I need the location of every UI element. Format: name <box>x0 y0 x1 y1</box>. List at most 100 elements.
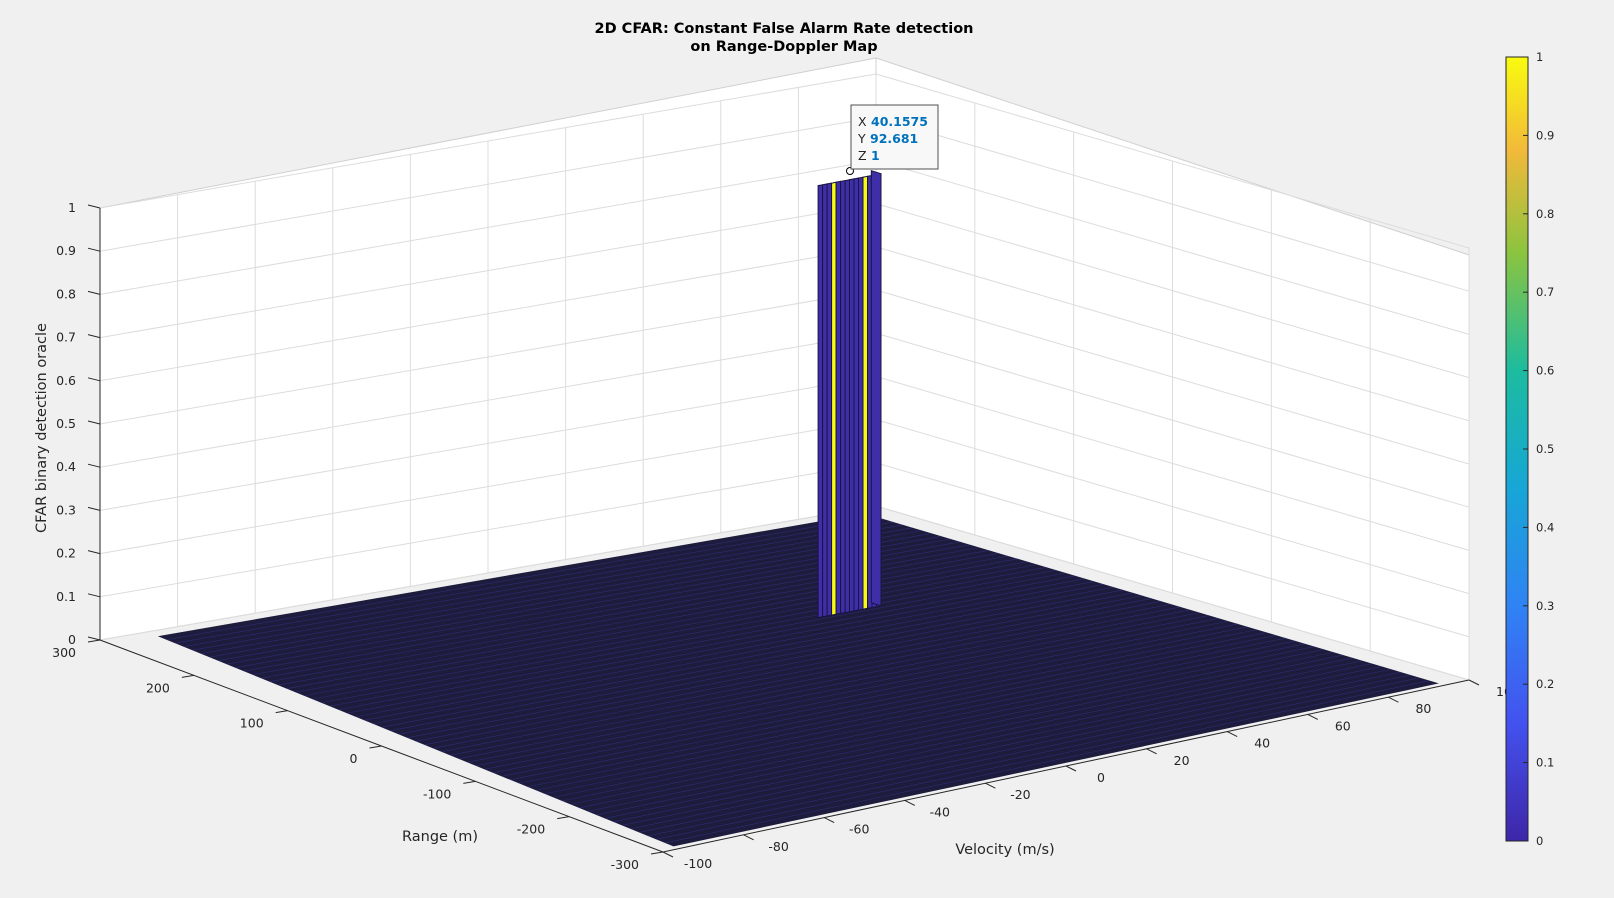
floor-mesh-line <box>639 671 1401 833</box>
floor-mesh-line <box>441 606 1181 753</box>
floor-mesh-line <box>501 626 1248 777</box>
floor-mesh-line <box>621 666 1382 826</box>
z-tick-label: 0.6 <box>56 373 76 388</box>
x-tick-label: 0 <box>1097 770 1105 785</box>
floor-mesh-line <box>415 598 1152 742</box>
datatip-x-value: 40.1575 <box>871 114 928 129</box>
datatip[interactable]: X 40.1575 Y 92.681 Z 1 <box>846 104 939 175</box>
colorbar-tick-label: 0.6 <box>1536 364 1554 378</box>
y-tick-label: -300 <box>611 857 639 872</box>
colorbar-tick-label: 0.1 <box>1536 756 1554 770</box>
floor-mesh-line <box>467 615 1210 763</box>
y-tick-mark <box>181 674 194 678</box>
floor-mesh-line <box>458 612 1200 760</box>
z-tick-label: 0.4 <box>56 459 76 474</box>
x-tick-label: 80 <box>1415 701 1431 716</box>
datatip-z-key: Z <box>858 148 867 163</box>
colorbar-tick-label: 0.3 <box>1536 599 1554 613</box>
floor-mesh-line <box>200 527 913 654</box>
z-axis-label: CFAR binary detection oracle <box>34 323 50 533</box>
detection-ribbon <box>817 184 824 619</box>
floor-mesh-line <box>364 581 1095 721</box>
colorbar-tick-labels: 0 0.1 0.2 0.3 0.4 0.5 0.6 0.7 0.8 0.9 1 <box>1523 50 1554 848</box>
floor-mesh-line <box>398 592 1133 735</box>
detection-ribbon <box>826 182 833 617</box>
floor-mesh-line <box>578 651 1334 809</box>
floor-mesh-line <box>174 518 884 644</box>
floor-mesh-line <box>286 555 1009 690</box>
floor-mesh-line <box>613 663 1372 823</box>
x-tick-mark <box>1307 713 1319 720</box>
surface-floor <box>157 513 1439 847</box>
detection-ribbon <box>840 180 846 614</box>
y-tick-mark <box>275 710 288 714</box>
floor-mesh-line <box>570 649 1325 805</box>
floor-mesh-line <box>303 561 1028 697</box>
z-tick-mark <box>87 550 101 555</box>
detection-ribbon <box>822 183 828 618</box>
datatip-box[interactable] <box>850 104 939 170</box>
floor-mesh-line <box>604 660 1363 819</box>
floor-mesh-line <box>407 595 1143 739</box>
x-tick-mark <box>743 834 754 841</box>
y-tick-mark <box>369 745 382 749</box>
z-tick-label: 0.5 <box>56 416 76 431</box>
y-tick-label: -100 <box>423 786 451 801</box>
y-tick-labels: -300 -200 -100 0 100 200 300 <box>52 639 664 872</box>
y-axis-label: Range (m) <box>402 829 478 845</box>
z-tick-mark <box>87 377 101 382</box>
x-tick-label: 40 <box>1254 736 1270 751</box>
z-tick-label: 1 <box>68 200 76 215</box>
x-tick-label: -60 <box>849 822 869 837</box>
floor-mesh-line <box>183 521 894 647</box>
floor-mesh-line <box>338 572 1066 711</box>
floor-mesh-line <box>209 530 923 658</box>
z-tick-label: 0.8 <box>56 286 76 301</box>
floor-mesh-line <box>217 533 932 661</box>
floor-mesh-line <box>484 620 1229 770</box>
floor-mesh-line <box>527 634 1277 788</box>
floor-mesh-line <box>587 654 1344 812</box>
x-tick-mark <box>823 817 835 824</box>
floor-mesh-line <box>355 578 1085 718</box>
floor-mesh-line <box>321 567 1047 704</box>
y-tick-label: 200 <box>146 680 170 695</box>
x-tick-mark <box>1146 748 1157 755</box>
x-tick-mark <box>1226 731 1238 738</box>
floor-mesh-line <box>647 674 1411 837</box>
floor-mesh-line <box>510 629 1258 781</box>
z-tick-label: 0.1 <box>56 589 76 604</box>
floor-mesh-line <box>312 564 1037 700</box>
chart-title-line-2: on Range-Doppler Map <box>690 39 877 55</box>
x-tick-label: -40 <box>930 804 950 819</box>
z-tick-mark <box>87 463 101 468</box>
y-tick-label: 100 <box>240 716 264 731</box>
datatip-y-value: 92.681 <box>870 131 918 146</box>
floor-mesh-line <box>630 668 1392 830</box>
floor-mesh-line <box>424 601 1162 746</box>
x-tick-label: -20 <box>1010 787 1030 802</box>
datatip-z-value: 1 <box>871 148 880 163</box>
floor-mesh-line <box>535 637 1286 791</box>
x-tick-label: 60 <box>1335 718 1351 733</box>
detection-ribbon <box>844 179 850 614</box>
detection-ribbon <box>853 177 859 612</box>
y-tick-label: 300 <box>52 645 76 660</box>
z-tick-mark <box>87 636 101 641</box>
y-tick-label: 0 <box>350 751 358 766</box>
detection-ribbon <box>849 178 855 613</box>
y-tick-mark <box>87 639 101 643</box>
floor-mesh-line <box>329 569 1057 707</box>
floor-mesh-line <box>492 623 1238 774</box>
z-tick-mark <box>87 204 101 209</box>
x-tick-mark <box>1065 765 1077 772</box>
z-tick-labels: 0 0.1 0.2 0.3 0.4 0.5 0.6 0.7 0.8 0.9 1 <box>56 200 101 647</box>
x-tick-label: -80 <box>768 839 788 854</box>
z-tick-label: 0.2 <box>56 546 76 561</box>
floor-surface <box>157 513 1439 847</box>
x-tick-mark <box>1388 696 1399 703</box>
z-tick-mark <box>87 420 101 425</box>
colorbar-tick-label: 0.5 <box>1536 442 1554 456</box>
detection-block <box>817 170 882 619</box>
